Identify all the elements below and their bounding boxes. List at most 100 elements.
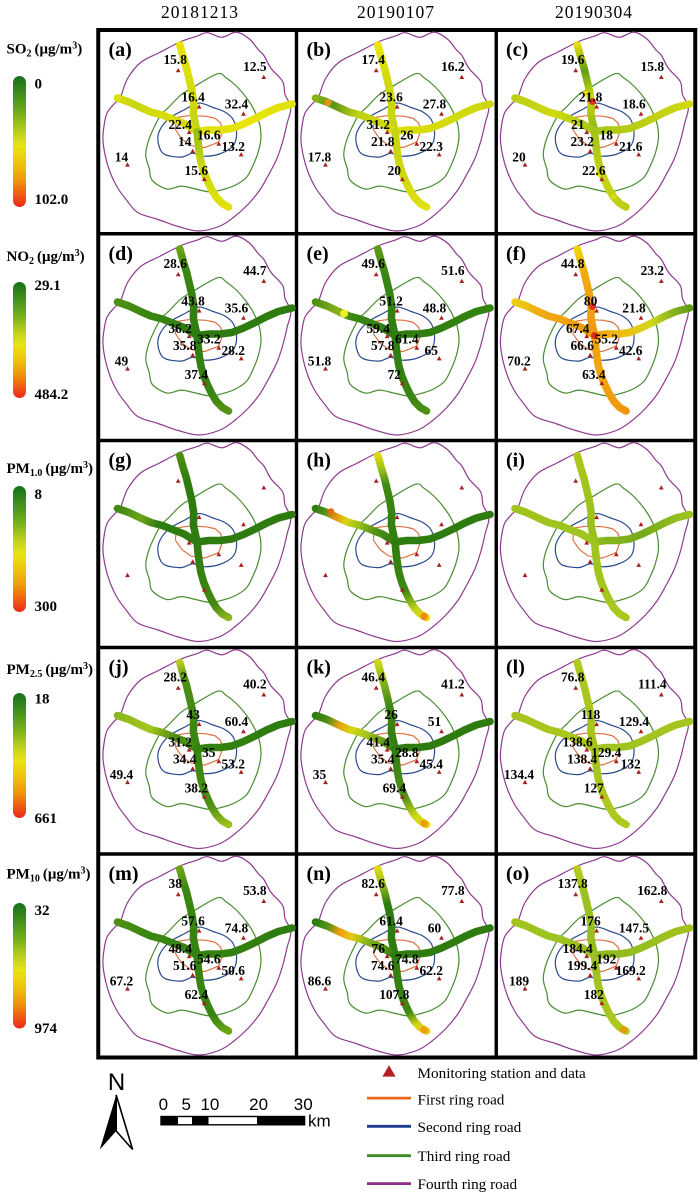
svg-text:(n): (n) [307,863,331,885]
svg-text:42.6: 42.6 [619,343,643,358]
svg-text:19.6: 19.6 [561,52,585,67]
svg-text:86.6: 86.6 [308,973,332,988]
svg-text:61.4: 61.4 [395,332,419,347]
svg-text:74.8: 74.8 [395,952,419,967]
svg-text:67.2: 67.2 [110,973,134,988]
svg-text:65: 65 [425,343,439,358]
svg-text:59.4: 59.4 [366,321,390,336]
svg-text:60: 60 [428,921,442,936]
svg-text:67.4: 67.4 [566,321,590,336]
svg-text:32.4: 32.4 [225,97,249,112]
svg-text:182: 182 [584,987,604,1002]
svg-text:51.8: 51.8 [308,353,332,368]
svg-text:66.6: 66.6 [570,338,594,353]
svg-text:21.8: 21.8 [622,301,646,316]
svg-text:53.8: 53.8 [243,883,267,898]
svg-text:22.4: 22.4 [168,117,192,132]
svg-text:77.8: 77.8 [441,883,465,898]
svg-text:SO2 (μg/m3): SO2 (μg/m3) [7,41,83,60]
svg-text:26: 26 [384,707,398,722]
svg-text:80: 80 [584,293,598,308]
svg-text:18: 18 [35,692,50,708]
svg-text:N: N [108,1069,125,1096]
svg-text:PM1.0 (μg/m3): PM1.0 (μg/m3) [7,460,94,479]
svg-text:69.4: 69.4 [383,780,407,795]
svg-text:0: 0 [159,1095,168,1114]
svg-text:31.2: 31.2 [168,734,192,749]
svg-text:37.4: 37.4 [185,367,209,382]
svg-text:36.2: 36.2 [168,321,192,336]
svg-text:74.6: 74.6 [371,958,395,973]
svg-text:33.2: 33.2 [197,332,221,347]
svg-text:5: 5 [181,1095,190,1114]
svg-text:45.4: 45.4 [419,757,443,772]
svg-text:300: 300 [35,599,58,615]
svg-text:49: 49 [115,353,129,368]
svg-text:28.2: 28.2 [221,343,245,358]
svg-text:27.8: 27.8 [423,97,447,112]
svg-text:41.4: 41.4 [366,734,390,749]
svg-text:PM10 (μg/m3): PM10 (μg/m3) [7,866,91,885]
svg-text:132: 132 [621,757,641,772]
svg-text:484.2: 484.2 [35,387,69,403]
svg-text:(d): (d) [109,243,133,265]
svg-text:134.4: 134.4 [504,767,534,782]
svg-text:137.8: 137.8 [558,876,588,891]
svg-text:NO2 (μg/m3): NO2 (μg/m3) [7,248,85,267]
svg-text:20190304: 20190304 [555,2,633,22]
svg-text:(a): (a) [109,39,132,61]
svg-text:55.2: 55.2 [595,332,619,347]
svg-text:30: 30 [294,1095,313,1114]
svg-text:(o): (o) [506,863,529,885]
svg-text:48.4: 48.4 [168,941,192,956]
svg-text:118: 118 [581,707,601,722]
svg-text:54.6: 54.6 [197,952,221,967]
svg-text:107.8: 107.8 [379,987,409,1002]
svg-text:189: 189 [509,973,529,988]
svg-text:49.4: 49.4 [110,767,134,782]
svg-text:21: 21 [571,117,584,132]
svg-text:16.4: 16.4 [181,89,205,104]
svg-text:76: 76 [372,941,386,956]
svg-text:20190107: 20190107 [357,2,435,22]
svg-text:Third ring road: Third ring road [418,1148,511,1165]
svg-text:14: 14 [178,134,192,149]
svg-text:41.2: 41.2 [441,676,465,691]
svg-text:28.6: 28.6 [163,256,187,271]
svg-text:35.4: 35.4 [371,751,395,766]
svg-text:13.2: 13.2 [221,139,245,154]
svg-text:38.2: 38.2 [185,780,209,795]
svg-text:199.4: 199.4 [567,958,597,973]
svg-text:28.8: 28.8 [395,745,419,760]
svg-text:15.8: 15.8 [641,59,665,74]
svg-text:21.8: 21.8 [371,134,395,149]
svg-text:48.8: 48.8 [423,301,447,316]
svg-text:26: 26 [400,128,414,143]
svg-text:10: 10 [200,1095,219,1114]
svg-text:44.8: 44.8 [561,256,585,271]
svg-text:63.4: 63.4 [582,367,606,382]
svg-text:(e): (e) [307,243,329,265]
svg-text:57.8: 57.8 [371,338,395,353]
svg-text:(f): (f) [506,243,526,265]
svg-text:111.4: 111.4 [638,676,667,691]
svg-text:129.4: 129.4 [591,745,621,760]
svg-text:16.2: 16.2 [441,59,465,74]
svg-text:661: 661 [35,811,58,827]
svg-text:(c): (c) [506,39,528,61]
svg-text:(g): (g) [109,450,132,472]
svg-text:192: 192 [596,952,616,967]
svg-text:(k): (k) [307,657,331,679]
svg-text:76.8: 76.8 [561,670,585,685]
svg-text:23.6: 23.6 [379,89,403,104]
svg-text:72: 72 [388,367,402,382]
svg-text:First ring road: First ring road [418,1092,505,1109]
svg-text:162.8: 162.8 [637,883,667,898]
svg-text:16.6: 16.6 [197,128,221,143]
svg-text:Monitoring station and data: Monitoring station and data [418,1065,587,1082]
svg-text:(m): (m) [109,863,139,885]
svg-text:46.4: 46.4 [361,670,385,685]
svg-text:61.4: 61.4 [379,913,403,928]
svg-text:17.4: 17.4 [361,52,385,67]
svg-text:0: 0 [35,77,43,93]
